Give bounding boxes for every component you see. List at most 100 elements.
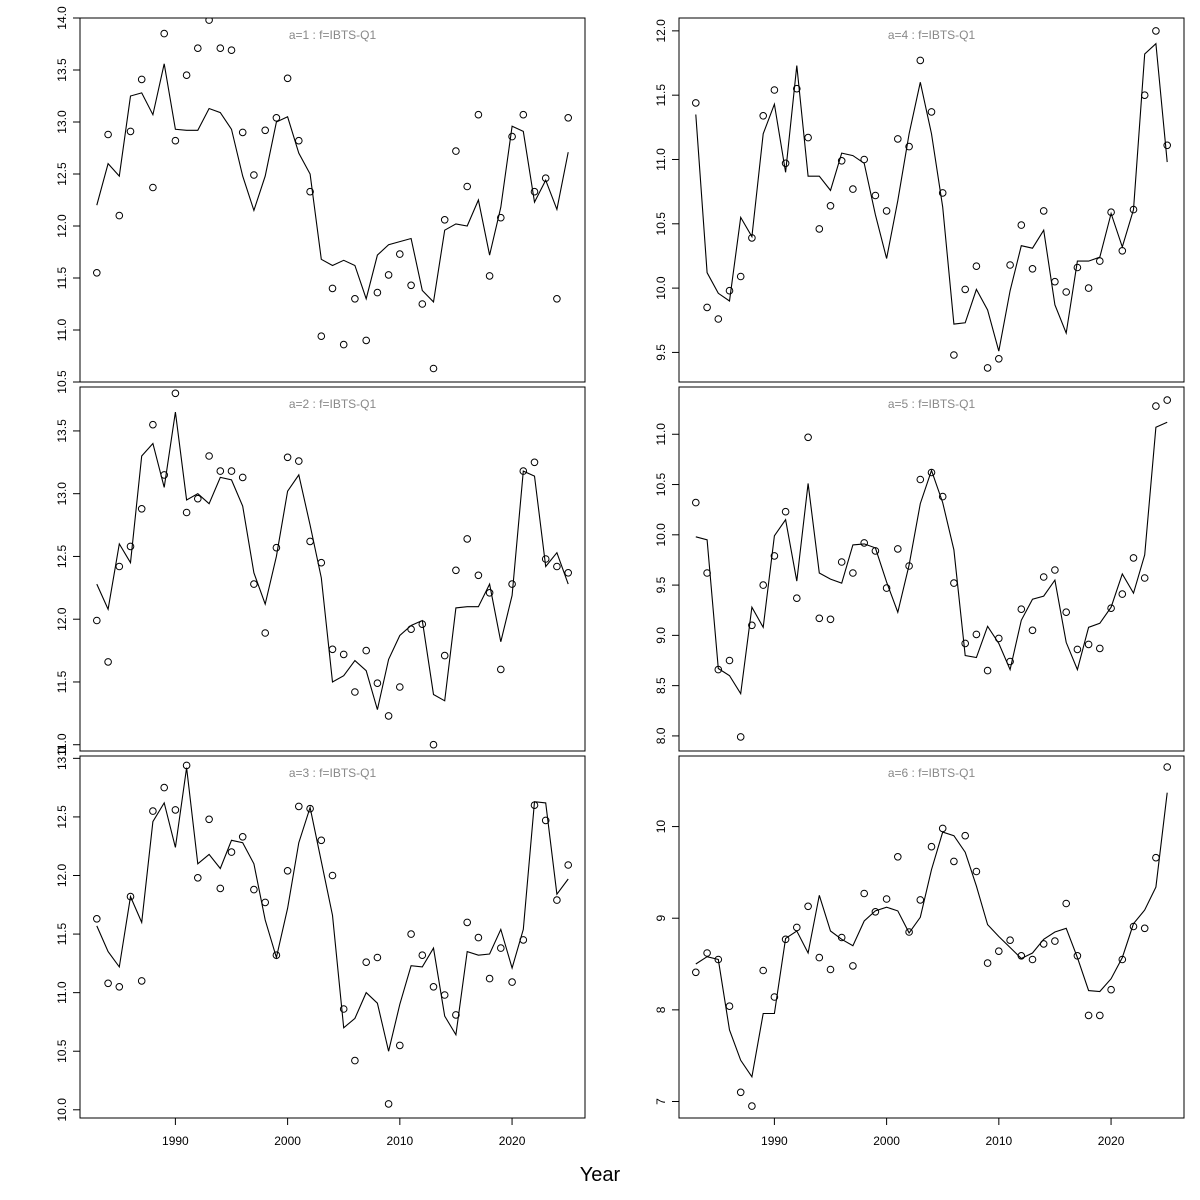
model-fit-line <box>695 792 1168 1079</box>
observation-point <box>93 269 101 277</box>
observation-point <box>1096 644 1104 653</box>
observation-point <box>860 889 869 898</box>
y-tick-label: 8.5 <box>654 677 668 694</box>
observation-point <box>497 213 505 222</box>
observation-point <box>1084 284 1093 292</box>
x-tick-label: 2000 <box>873 1134 900 1148</box>
observation-point <box>1163 396 1171 404</box>
observation-point <box>351 295 359 303</box>
y-tick-label: 12.0 <box>654 19 668 43</box>
observation-point <box>1028 626 1037 635</box>
observation-point <box>407 930 415 938</box>
observation-point <box>759 966 768 975</box>
observation-point <box>1051 566 1059 574</box>
observation-point <box>205 815 213 824</box>
observation-point <box>1152 853 1160 862</box>
observation-point <box>104 130 112 139</box>
y-tick-label: 7 <box>654 1098 668 1105</box>
observation-point <box>950 351 958 359</box>
observation-point <box>837 157 846 165</box>
observation-point <box>553 896 561 904</box>
observation-point <box>418 300 427 308</box>
observation-point <box>1017 605 1026 614</box>
observation-point <box>126 542 135 551</box>
y-tick-label: 9.0 <box>654 627 668 644</box>
observation-point <box>463 182 472 191</box>
observation-point <box>1006 936 1014 945</box>
y-tick-label: 9 <box>654 915 668 922</box>
observation-point <box>283 453 292 462</box>
observation-point <box>328 284 337 293</box>
observation-point <box>1118 955 1127 964</box>
panel-3: a=3 : f=IBTS-Q1 10.0 10.5 11.0 11.5 12.0 12.5 1… <box>55 746 586 1148</box>
observation-point <box>216 884 225 893</box>
observation-point <box>485 974 494 983</box>
observation-point <box>815 225 824 233</box>
observation-point <box>826 965 835 974</box>
model-fit-line <box>96 63 569 304</box>
observation-point <box>793 594 801 603</box>
observation-point <box>160 783 168 792</box>
y-tick-label: 11.0 <box>654 148 668 171</box>
observation-point <box>1039 940 1048 948</box>
observation-point <box>905 562 913 570</box>
plot-area <box>692 27 1171 372</box>
observation-point <box>815 953 824 962</box>
observation-point <box>1140 574 1149 582</box>
observation-point <box>983 959 992 967</box>
observation-point <box>1152 27 1160 35</box>
observation-point <box>894 545 902 553</box>
observation-point <box>826 202 835 210</box>
observation-point <box>429 983 438 991</box>
observation-point <box>781 935 790 944</box>
y-tick-label: 9.5 <box>654 576 668 593</box>
observation-point <box>261 898 270 907</box>
y-tick-label: 12.0 <box>55 214 69 238</box>
observation-point <box>564 861 573 869</box>
y-tick-label: 12.0 <box>55 607 69 631</box>
observation-point <box>826 615 835 624</box>
observation-point <box>849 569 857 577</box>
y-tick-label: 8.0 <box>654 727 668 744</box>
observation-point <box>703 303 711 312</box>
observation-point <box>849 962 857 970</box>
observation-point <box>250 171 258 179</box>
observation-point <box>137 75 146 84</box>
observation-point <box>104 658 112 666</box>
observation-point <box>384 1100 393 1108</box>
observation-point <box>564 569 573 577</box>
observation-point <box>871 908 880 916</box>
observation-point <box>216 467 225 475</box>
observation-point <box>553 562 561 571</box>
observation-point <box>474 933 483 942</box>
observation-point <box>725 286 734 295</box>
observation-point <box>770 86 779 94</box>
observation-point <box>351 688 359 696</box>
observation-point <box>1006 261 1014 269</box>
observation-point <box>205 18 213 24</box>
observation-point <box>440 651 449 660</box>
observation-point <box>1129 205 1138 214</box>
observation-point <box>171 389 180 398</box>
y-tick-label: 12.5 <box>55 544 69 568</box>
observation-point <box>306 537 314 546</box>
x-tick-label: 2020 <box>499 1134 526 1148</box>
observation-point <box>1129 922 1138 931</box>
y-tick-label: 11.5 <box>654 84 668 107</box>
panel-title: a=5 : f=IBTS-Q1 <box>888 397 976 411</box>
observation-point <box>238 473 247 482</box>
observation-point <box>916 475 925 484</box>
plot-area <box>93 18 573 373</box>
observation-point <box>882 895 891 903</box>
observation-point <box>508 132 516 141</box>
observation-point <box>295 802 303 811</box>
panel-6: a=6 : f=IBTS-Q1 7 8 9 10 1990 2000 2010 2020 <box>654 755 1185 1148</box>
observation-point <box>205 452 213 460</box>
observation-point <box>362 336 371 345</box>
observation-point <box>692 498 700 507</box>
x-tick-label: 2010 <box>985 1134 1012 1148</box>
observation-point <box>384 712 393 720</box>
x-tick-label: 1990 <box>761 1134 788 1148</box>
y-tick-label: 13.0 <box>55 482 69 506</box>
observation-point <box>871 191 880 200</box>
